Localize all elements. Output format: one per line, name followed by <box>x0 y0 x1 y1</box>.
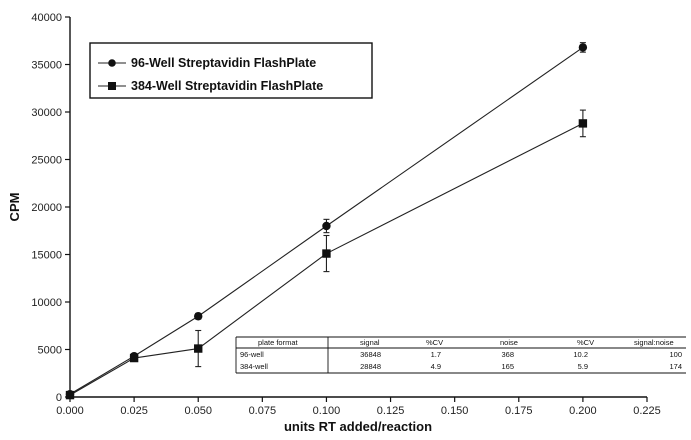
data-point <box>194 344 203 353</box>
y-axis-title: CPM <box>7 193 22 222</box>
legend-label-96: 96-Well Streptavidin FlashPlate <box>131 56 316 70</box>
data-point <box>322 221 331 231</box>
data-point <box>129 353 139 363</box>
data-point <box>578 119 588 128</box>
y-tick-label: 40000 <box>31 12 62 24</box>
y-tick-label: 0 <box>56 392 62 404</box>
x-tick-label: 0.125 <box>377 405 405 417</box>
table-cell: 96-well <box>240 350 264 359</box>
y-tick-label: 30000 <box>31 107 62 119</box>
table-header-format: plate format <box>258 338 299 347</box>
y-tick-label: 15000 <box>31 250 62 262</box>
x-tick-label: 0.175 <box>505 405 533 417</box>
y-tick-label: 25000 <box>31 155 62 167</box>
table-cell: 36848 <box>360 350 381 359</box>
table-header-noise: noise <box>500 338 518 347</box>
x-tick-label: 0.200 <box>569 405 597 417</box>
x-tick-label: 0.025 <box>120 405 148 417</box>
y-tick-label: 10000 <box>31 297 62 309</box>
legend-marker-circle <box>108 59 116 67</box>
table-cell: 174 <box>669 362 682 371</box>
table-cell: 28848 <box>360 362 381 371</box>
data-point <box>65 390 75 400</box>
table-cell: 368 <box>501 350 514 359</box>
table-cell: 4.9 <box>431 362 441 371</box>
y-ticks: 0 5000 10000 15000 20000 25000 30000 35000 40000 <box>31 12 70 404</box>
table-header-signal: signal <box>360 338 380 347</box>
y-tick-label: 20000 <box>31 202 62 214</box>
x-axis-title: units RT added/reaction <box>284 419 432 434</box>
table-header-cv2: %CV <box>577 338 594 347</box>
table-background <box>236 337 686 373</box>
table-cell: 165 <box>501 362 514 371</box>
x-tick-label: 0.150 <box>441 405 469 417</box>
data-point <box>194 312 203 321</box>
table-cell: 5.9 <box>578 362 588 371</box>
x-tick-label: 0.050 <box>184 405 212 417</box>
series-384-well <box>65 109 588 400</box>
inset-table: plate format signal %CV noise %CV signal… <box>235 336 686 374</box>
table-cell: 1.7 <box>431 350 441 359</box>
x-tick-label: 0.100 <box>313 405 341 417</box>
legend: 96-Well Streptavidin FlashPlate 384-Well… <box>89 42 373 99</box>
table-cell: 100 <box>669 350 682 359</box>
legend-label-384: 384-Well Streptavidin FlashPlate <box>131 79 323 93</box>
table-header-snr: signal:noise <box>634 338 674 347</box>
data-point <box>322 249 331 258</box>
legend-marker-square <box>108 82 116 90</box>
table-cell: 10.2 <box>573 350 588 359</box>
table-header-cv1: %CV <box>426 338 443 347</box>
x-ticks: 0.000 0.025 0.050 0.075 0.100 0.125 0.150 0.175… <box>56 397 661 417</box>
x-tick-label: 0.000 <box>56 405 84 417</box>
series-layer <box>65 42 588 400</box>
y-tick-label: 5000 <box>38 345 62 357</box>
table-cell: 384-well <box>240 362 268 371</box>
data-point <box>578 43 588 52</box>
legend-box <box>89 42 373 99</box>
x-tick-label: 0.075 <box>249 405 277 417</box>
y-tick-label: 35000 <box>31 60 62 72</box>
x-tick-label: 0.225 <box>633 405 661 417</box>
